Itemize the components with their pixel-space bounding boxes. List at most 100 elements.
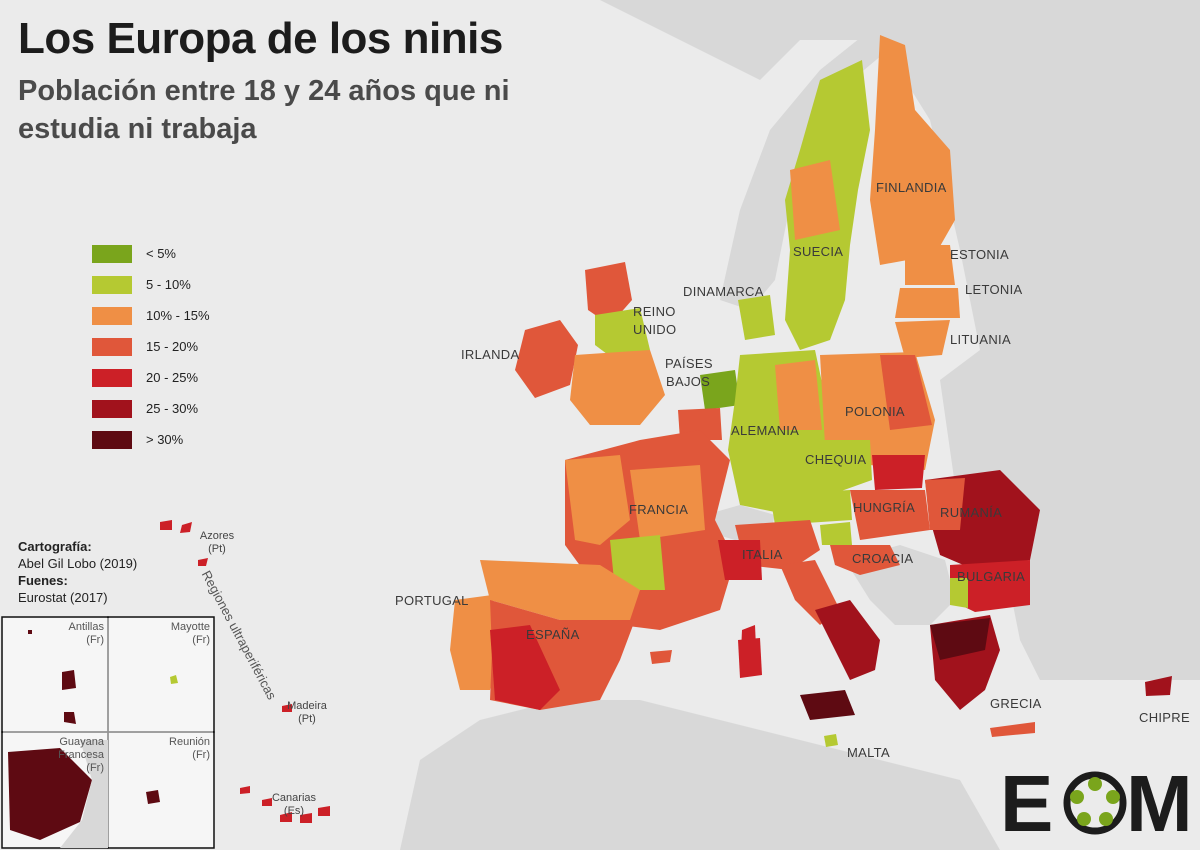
inset-mayotte-label: Mayotte (Fr) (146, 621, 210, 647)
region-netherlands (700, 370, 740, 410)
cartography-value: Abel Gil Lobo (2019) (18, 556, 138, 571)
region-finland (870, 35, 955, 265)
region-france-center (630, 465, 705, 540)
label-suecia: SUECIA (793, 244, 844, 259)
label-madeira: Madeira (Pt) (282, 700, 332, 726)
land-north (600, 0, 1200, 660)
label-canarias-name: Canarias (271, 792, 317, 804)
region-france-alps (610, 535, 665, 590)
label-reino-unido-1: REINO (633, 304, 676, 319)
inset-guayana-label: Guayana Francesa (Fr) (40, 736, 104, 775)
logo-globe-icon (1063, 771, 1127, 835)
land-norway (720, 30, 900, 310)
label-chipre: CHIPRE (1139, 710, 1190, 725)
label-azores-name: Azores (199, 530, 235, 542)
region-crete (990, 722, 1035, 737)
inset-guayana-name-2: Francesa (58, 749, 104, 761)
inset-reunion-name: Reunión (169, 736, 210, 748)
legend-swatch (92, 430, 132, 449)
region-england-north (595, 308, 650, 360)
label-canarias: Canarias (Es) (266, 792, 322, 818)
region-sweden-south (790, 160, 840, 240)
legend-label: 10% - 15% (146, 308, 210, 323)
region-madeira (282, 704, 292, 712)
region-baleares (650, 650, 672, 664)
label-grecia: GRECIA (990, 696, 1042, 711)
region-england-south (570, 350, 665, 425)
inset-antillas-label: Antillas (Fr) (40, 621, 104, 647)
inset-guayana-land (60, 740, 108, 848)
region-bulgaria (950, 560, 1030, 612)
legend-item: > 30% (92, 424, 210, 455)
region-slovakia (872, 455, 925, 490)
region-slovenia (820, 522, 852, 545)
label-azores-country: (Pt) (208, 543, 226, 555)
inset-mayotte-country: (Fr) (192, 634, 210, 646)
region-sardinia (738, 638, 762, 678)
logo-letter-m: M (1126, 765, 1190, 837)
label-espana: ESPAÑA (526, 627, 580, 642)
legend-item: 5 - 10% (92, 269, 210, 300)
label-paises-bajos-2: BAJOS (666, 374, 711, 389)
region-greece-north (930, 618, 990, 660)
label-alemania: ALEMANIA (731, 423, 800, 438)
inset-guayana-country: (Fr) (86, 762, 104, 774)
legend: < 5% 5 - 10% 10% - 15% 15 - 20% 20 - 25% 25 -… (92, 238, 210, 455)
legend-item: < 5% (92, 238, 210, 269)
region-czechia (800, 440, 872, 495)
legend-label: > 30% (146, 432, 184, 447)
inset-guayana-shape (8, 748, 92, 840)
inset-guayana-name-1: Guayana (59, 736, 104, 748)
label-estonia: ESTONIA (950, 247, 1009, 262)
label-rumania: RUMANÍA (940, 505, 1003, 520)
legend-swatch (92, 244, 132, 263)
label-canarias-country: (Es) (283, 805, 305, 817)
inset-antillas-country: (Fr) (86, 634, 104, 646)
label-paises-bajos-1: PAÍSES (665, 356, 713, 371)
region-romania-west (925, 478, 965, 530)
region-spain-south (490, 625, 560, 710)
region-spain-north (480, 560, 640, 620)
region-germany-east (775, 360, 822, 430)
label-francia: FRANCIA (629, 502, 689, 517)
label-finlandia: FINLANDIA (876, 180, 947, 195)
legend-swatch (92, 275, 132, 294)
label-dinamarca: DINAMARCA (683, 284, 764, 299)
region-hungary (850, 490, 930, 540)
region-france-west (565, 455, 630, 545)
label-letonia: LETONIA (965, 282, 1023, 297)
label-bulgaria: BULGARIA (957, 569, 1026, 584)
legend-swatch (92, 337, 132, 356)
label-malta: MALTA (847, 745, 890, 760)
region-estonia (905, 245, 955, 285)
inset-reunion-label: Reunión (Fr) (146, 736, 210, 762)
label-hungria: HUNGRÍA (853, 500, 916, 515)
land-turkey (1010, 580, 1200, 680)
region-azores (160, 520, 208, 566)
label-irlanda: IRLANDA (461, 347, 520, 362)
legend-item: 15 - 20% (92, 331, 210, 362)
cartography-label: Cartografía: (18, 539, 92, 554)
region-poland-east (880, 355, 932, 430)
label-chequia: CHEQUIA (805, 452, 867, 467)
label-reino-unido-2: UNIDO (633, 322, 677, 337)
eom-logo: E M (1000, 765, 1190, 837)
inset-mayotte-shape (170, 675, 178, 684)
label-madeira-country: (Pt) (298, 713, 316, 725)
region-bulgaria-sw (950, 578, 968, 608)
credits: Cartografía: Abel Gil Lobo (2019) Fuenes… (18, 538, 137, 606)
sources-label: Fuenes: (18, 573, 68, 588)
label-portugal: PORTUGAL (395, 593, 469, 608)
region-austria (770, 490, 852, 525)
logo-letter-e: E (1000, 765, 1053, 837)
legend-swatch (92, 306, 132, 325)
legend-item: 25 - 30% (92, 393, 210, 424)
map-subtitle: Población entre 18 y 24 años que ni estu… (18, 75, 510, 145)
region-cyprus (1145, 676, 1172, 696)
sources-value: Eurostat (2017) (18, 590, 108, 605)
legend-swatch (92, 368, 132, 387)
region-croatia (830, 545, 900, 575)
region-malta (824, 734, 838, 747)
